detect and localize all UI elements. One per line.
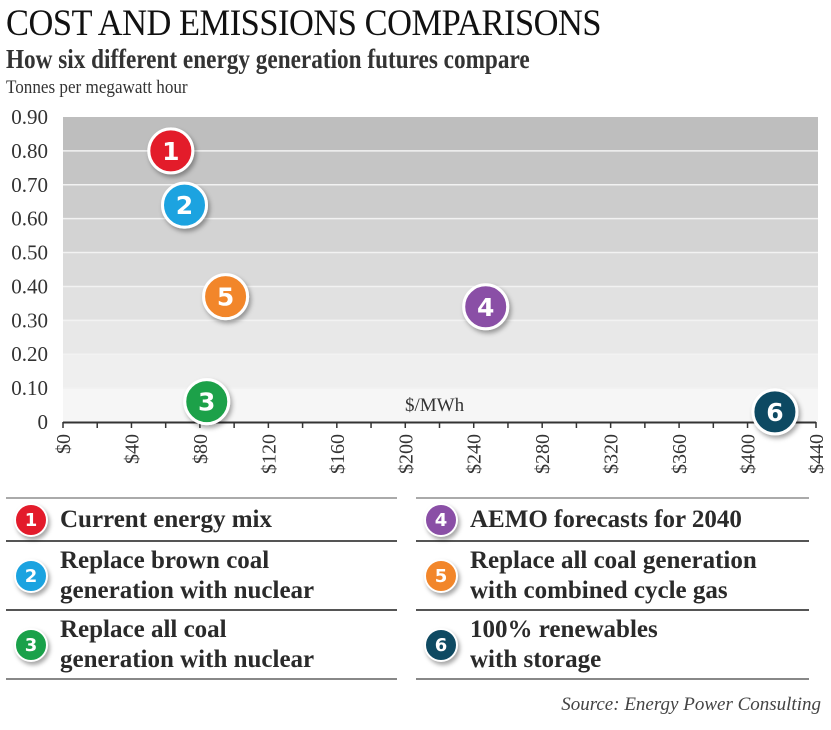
legend-label: Replace brown coal generation with nuclea… — [60, 547, 315, 604]
x-tick-label: $200 — [395, 434, 417, 474]
y-tick-label: 0 — [38, 410, 49, 434]
legend-number-badge: 6 — [424, 628, 458, 662]
scatter-chart: 0 0.10 0.20 0.30 0.40 0.50 0.60 0.70 0.80 0.90 $0… — [11, 105, 828, 474]
x-tick-label: $400 — [738, 434, 760, 474]
data-point-5: 5 — [202, 273, 250, 321]
point-marker — [183, 378, 231, 426]
point-marker — [462, 283, 510, 331]
y-tick-label: 0.10 — [11, 376, 48, 400]
x-tick-label: $160 — [327, 434, 349, 474]
x-tick-label: $320 — [601, 434, 623, 474]
legend-item-3: 3 Replace all coal generation with nuclear — [6, 609, 397, 680]
point-number: 6 — [766, 398, 783, 427]
point-marker — [202, 273, 250, 321]
legend-item-2: 2 Replace brown coal generation with nucle… — [6, 540, 397, 609]
chart-subtitle: How six different energy generation futu… — [6, 44, 530, 74]
legend-label: 100% renewables with storage — [470, 616, 658, 673]
y-tick-label: 0.70 — [11, 173, 48, 197]
point-marker — [161, 181, 209, 229]
x-tick-label: $120 — [258, 434, 280, 474]
legend-item-6: 6 100% renewables with storage — [416, 609, 809, 680]
point-number: 5 — [217, 283, 234, 312]
data-point-4: 4 — [462, 283, 510, 331]
data-point-3: 3 — [183, 378, 231, 426]
y-tick-label: 0.60 — [11, 207, 48, 231]
x-tick-label: $40 — [121, 434, 143, 464]
data-point-2: 2 — [161, 181, 209, 229]
y-tick-label: 0.40 — [11, 274, 48, 298]
x-tick-label: $80 — [190, 434, 212, 464]
point-marker — [147, 127, 195, 175]
legend-label: Replace all coal generation with combined… — [470, 547, 757, 604]
point-number: 1 — [162, 137, 179, 166]
legend-item-4: 4 AEMO forecasts for 2040 — [416, 497, 809, 540]
y-tick-label: 0.20 — [11, 342, 48, 366]
legend-number-badge: 1 — [14, 503, 48, 537]
legend-number-badge: 5 — [424, 559, 458, 593]
legend-right-column: 4 AEMO forecasts for 2040 5 Replace all coa… — [416, 497, 809, 680]
background-band — [63, 286, 818, 321]
y-axis-unit-label: Tonnes per megawatt hour — [6, 77, 188, 98]
legend-label: Current energy mix — [60, 506, 272, 533]
background-band — [63, 354, 818, 389]
point-number: 3 — [198, 388, 215, 417]
point-number: 4 — [477, 293, 494, 322]
legend-item-5: 5 Replace all coal generation with combine… — [416, 540, 809, 609]
legend-label: Replace all coal generation with nuclear — [60, 616, 315, 673]
y-tick-label: 0.30 — [11, 308, 48, 332]
background-band — [63, 320, 818, 355]
data-point-1: 1 — [147, 127, 195, 175]
point-number: 2 — [176, 191, 193, 220]
legend-number-badge: 2 — [14, 559, 48, 593]
chart-title: COST AND EMISSIONS COMPARISONS — [6, 3, 602, 44]
legend-item-1: 1 Current energy mix — [6, 497, 397, 540]
y-tick-label: 0.90 — [11, 105, 48, 129]
data-point-6: 6 — [751, 388, 799, 436]
source-note: Source: Energy Power Consulting — [561, 694, 821, 715]
x-tick-label: $440 — [806, 434, 828, 474]
legend-label: AEMO forecasts for 2040 — [470, 506, 742, 533]
legend-left-column: 1 Current energy mix 2 Replace brown coal ge… — [6, 497, 397, 680]
x-tick-label: $240 — [464, 434, 486, 474]
x-tick-label: $280 — [532, 434, 554, 474]
background-band — [63, 252, 818, 287]
x-tick-label: $360 — [669, 434, 691, 474]
legend-number-badge: 4 — [424, 503, 458, 537]
y-tick-label: 0.80 — [11, 139, 48, 163]
y-tick-label: 0.50 — [11, 241, 48, 265]
point-marker — [751, 388, 799, 436]
legend-number-badge: 3 — [14, 628, 48, 662]
x-axis-label: $/MWh — [405, 395, 465, 416]
x-tick-label: $0 — [53, 434, 75, 454]
